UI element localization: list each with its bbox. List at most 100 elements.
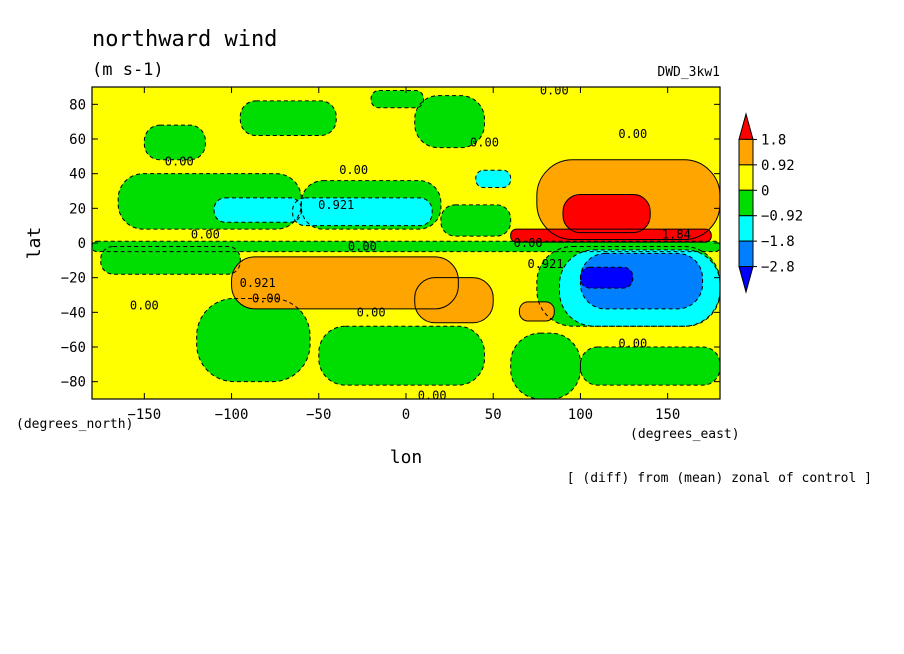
colorbar-label: 0 xyxy=(761,183,769,199)
contour-line xyxy=(117,173,302,230)
contour-line xyxy=(100,245,241,275)
colorbar-label: −1.8 xyxy=(761,234,795,250)
colorbar-swatch xyxy=(738,266,754,294)
contour-line xyxy=(239,100,337,137)
contour-line xyxy=(510,228,712,243)
contour-label: 0.921 xyxy=(318,198,354,212)
footnote: [ (diff) from (mean) zonal of control ] xyxy=(567,471,872,486)
units-label: (m s-1) xyxy=(92,60,164,80)
contour-line xyxy=(414,277,494,324)
contour-region-neg xyxy=(240,100,337,136)
contour-line xyxy=(318,325,485,386)
contour-region-neg xyxy=(144,125,206,160)
contour-region-mid_low xyxy=(214,197,302,223)
y-tick-label: −40 xyxy=(61,305,86,321)
y-tick-label: 60 xyxy=(69,132,86,148)
contour-line xyxy=(579,346,720,386)
contour-line xyxy=(292,197,433,227)
contour-line xyxy=(414,95,486,149)
colorbar-label: −0.92 xyxy=(761,209,803,225)
x-tick-label: 0 xyxy=(402,407,410,423)
y-axis-ticks: −80 −60 −40 −20 0 20 40 60 80 xyxy=(61,97,720,391)
contour-line xyxy=(231,256,459,310)
contour-line xyxy=(579,266,634,289)
contour-line xyxy=(475,169,512,189)
contour-region-neg xyxy=(196,298,311,382)
x-tick-label: −50 xyxy=(306,407,331,423)
contour-region-mid_low xyxy=(292,197,433,226)
contour-region-neg xyxy=(318,326,485,386)
contour-region-high xyxy=(563,194,651,233)
contour-label: 0.00 xyxy=(514,236,543,250)
contour-line xyxy=(440,204,512,237)
colorbar-swatch xyxy=(738,215,754,242)
x-axis-ticks: −150 −100 −50 0 50 100 150 xyxy=(127,87,680,423)
contour-label: 0.00 xyxy=(618,337,647,351)
contour-label: 0.00 xyxy=(348,239,377,253)
x-axis-label: lon xyxy=(390,447,423,468)
contour-region-mid_high xyxy=(414,277,494,323)
contour-region-neg xyxy=(414,95,485,148)
y-tick-label: 20 xyxy=(69,201,86,217)
y-tick-label: 80 xyxy=(69,97,86,113)
contour-label: 0.921 xyxy=(527,257,563,271)
contour-label: 0.00 xyxy=(418,389,447,403)
contour-label: 0.00 xyxy=(191,227,220,241)
x-tick-label: 50 xyxy=(485,407,502,423)
contour-label: 0.00 xyxy=(618,127,647,141)
filled-contours xyxy=(92,87,720,399)
colorbar-swatch xyxy=(738,164,754,191)
contour-line xyxy=(579,252,704,310)
x-tick-label: 150 xyxy=(655,407,680,423)
colorbar-swatch xyxy=(738,189,754,217)
contour-line xyxy=(559,249,720,327)
colorbar-swatch xyxy=(738,240,754,268)
contour-label: 0.00 xyxy=(130,298,159,312)
x-tick-label: 100 xyxy=(568,407,593,423)
contour-region-neg xyxy=(100,246,241,275)
y-tick-label: −60 xyxy=(61,340,86,356)
contour-region-neg xyxy=(371,90,424,108)
colorbar-label: 0.92 xyxy=(761,158,795,174)
y-tick-label: 40 xyxy=(69,167,86,183)
contour-region-neg xyxy=(440,204,511,237)
contour-region-neg xyxy=(580,347,720,386)
model-label: DWD_3kw1 xyxy=(657,65,720,80)
contour-label: 0.00 xyxy=(470,135,499,149)
contour-region-mid_high xyxy=(519,301,555,321)
contour-line xyxy=(196,297,311,383)
y-tick-label: 0 xyxy=(78,236,86,252)
contour-label: 0.00 xyxy=(339,163,368,177)
y-tick-label: −80 xyxy=(61,375,86,391)
y-tick-label: −20 xyxy=(61,271,86,287)
contour-region-high xyxy=(510,229,712,243)
colorbar-label: 1.8 xyxy=(761,132,786,148)
contour-region-neg xyxy=(510,333,581,399)
contour-line xyxy=(510,332,581,399)
colorbar: 1.8 0.92 0 −0.92 −1.8 −2.8 xyxy=(738,112,803,294)
contour-line xyxy=(143,124,206,161)
contour-label: 1.84 xyxy=(662,227,691,241)
colorbar-label: −2.8 xyxy=(761,260,795,276)
contour-label: 0.00 xyxy=(540,83,569,97)
contour-label: 0.921 xyxy=(240,276,276,290)
y-axis-units: (degrees_north) xyxy=(16,417,133,432)
contour-region-mid_low xyxy=(475,170,511,188)
contour-label: 0.00 xyxy=(357,305,386,319)
contour-line xyxy=(370,89,424,109)
contour-line xyxy=(213,197,302,223)
x-tick-label: −150 xyxy=(127,407,161,423)
colorbar-swatch xyxy=(738,138,754,166)
contour-region-mid_high xyxy=(231,256,459,309)
contour-region-lowest xyxy=(580,267,633,289)
contour-label: 0.00 xyxy=(165,155,194,169)
contour-label: 0.00 xyxy=(252,291,281,305)
chart-title: northward wind xyxy=(92,27,277,52)
contour-line xyxy=(518,301,555,322)
colorbar-swatch xyxy=(738,112,754,140)
contour-line xyxy=(300,180,442,230)
x-tick-label: −100 xyxy=(215,407,249,423)
